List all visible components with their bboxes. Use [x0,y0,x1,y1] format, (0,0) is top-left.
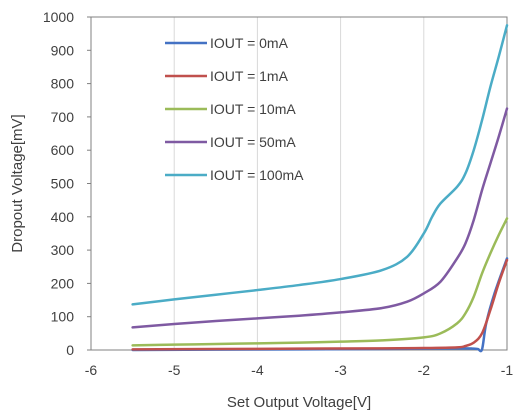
y-tick-label: 1000 [43,9,74,25]
x-tick-label: -1 [501,362,514,378]
x-tick-label: -4 [251,362,264,378]
y-tick-label: 600 [51,142,75,158]
y-tick-label: 100 [51,309,75,325]
series-line-3 [131,107,509,329]
legend-item: IOUT = 1mA [165,68,289,84]
y-axis-title: Dropout Voltage[mV] [9,114,26,252]
y-tick-label: 200 [51,275,75,291]
legend-item: IOUT = 50mA [165,134,296,150]
y-tick-label: 500 [51,176,75,192]
y-tick-label: 0 [66,342,74,358]
y-tick-label: 900 [51,42,75,58]
y-tick-label: 700 [51,109,75,125]
x-tick-label: -5 [168,362,181,378]
x-tick-label: -6 [85,362,98,378]
legend-label: IOUT = 1mA [210,68,289,84]
x-tick-label: -3 [334,362,347,378]
grid-lines [173,17,425,350]
x-axis-ticks: -6 -5 -4 -3 -2 -1 [85,362,514,378]
legend-label: IOUT = 10mA [210,101,296,117]
series-line-2 [131,217,509,347]
legend-item: IOUT = 0mA [165,35,289,51]
series-line-1 [131,258,509,351]
x-axis-title: Set Output Voltage[V] [227,394,371,411]
legend-label: IOUT = 100mA [210,167,304,183]
y-tick-label: 300 [51,242,75,258]
y-tick-label: 400 [51,209,75,225]
legend-item: IOUT = 10mA [165,101,296,117]
legend-item: IOUT = 100mA [165,167,304,183]
x-tick-label: -2 [418,362,431,378]
legend-label: IOUT = 0mA [210,35,289,51]
plot-area [90,16,508,351]
legend: IOUT = 0mA IOUT = 1mA IOUT = 10mA IOUT = 50… [165,35,304,183]
series-line-4 [131,24,509,306]
y-axis-ticks: 0 100 200 300 400 500 600 700 800 900 1000 [43,9,91,358]
series-lines [131,24,509,353]
legend-label: IOUT = 50mA [210,134,296,150]
y-tick-label: 800 [51,76,75,92]
series-line-0 [131,257,509,353]
